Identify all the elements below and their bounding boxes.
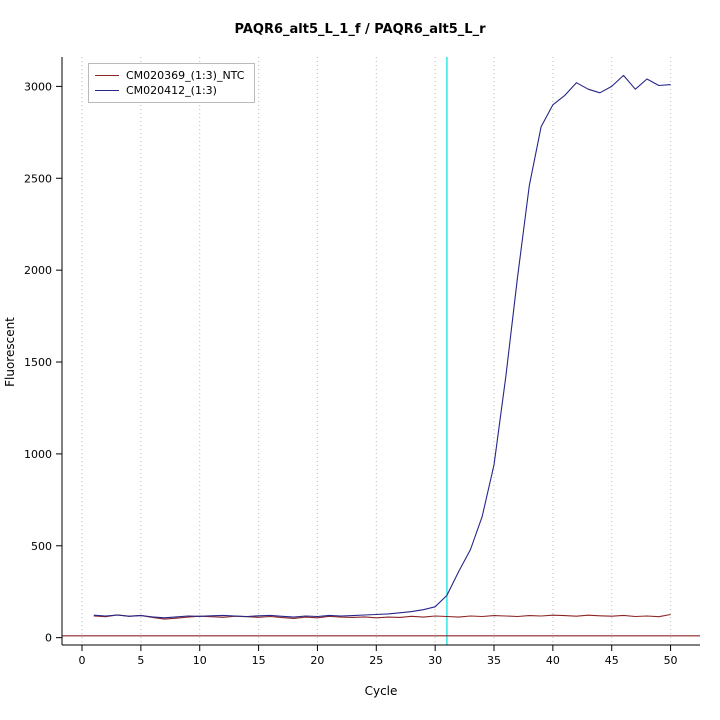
y-tick-label: 1500 (24, 356, 52, 369)
x-tick-label: 40 (546, 654, 560, 667)
y-tick-label: 2000 (24, 264, 52, 277)
y-tick-label: 2500 (24, 172, 52, 185)
x-tick-label: 0 (79, 654, 86, 667)
y-tick-label: 3000 (24, 80, 52, 93)
x-tick-label: 15 (252, 654, 266, 667)
y-tick-label: 0 (45, 632, 52, 645)
chart-title: PAQR6_alt5_L_1_f / PAQR6_alt5_L_r (234, 22, 486, 37)
x-tick-label: 25 (369, 654, 383, 667)
legend-entry: CM020369_(1:3)_NTC (95, 68, 244, 83)
legend-line-swatch (95, 90, 119, 91)
series-line-CM020412_(1:3) (93, 74, 671, 619)
legend-line-swatch (95, 75, 119, 76)
legend-entry: CM020412_(1:3) (95, 83, 244, 98)
x-tick-label: 5 (137, 654, 144, 667)
x-axis-label: Cycle (364, 684, 398, 698)
x-tick-label: 45 (605, 654, 619, 667)
legend-label: CM020369_(1:3)_NTC (126, 69, 245, 82)
x-tick-label: 20 (310, 654, 324, 667)
x-tick-label: 50 (664, 654, 678, 667)
series-line-CM020369_(1:3)_NTC (93, 613, 671, 620)
x-tick-label: 30 (428, 654, 442, 667)
y-tick-label: 1000 (24, 448, 52, 461)
x-tick-label: 10 (193, 654, 207, 667)
x-tick-label: 35 (487, 654, 501, 667)
y-axis-label: Fluorescent (3, 317, 17, 387)
legend: CM020369_(1:3)_NTC CM020412_(1:3) (88, 63, 256, 103)
legend-label: CM020412_(1:3) (126, 84, 217, 97)
y-tick-label: 500 (31, 540, 52, 553)
